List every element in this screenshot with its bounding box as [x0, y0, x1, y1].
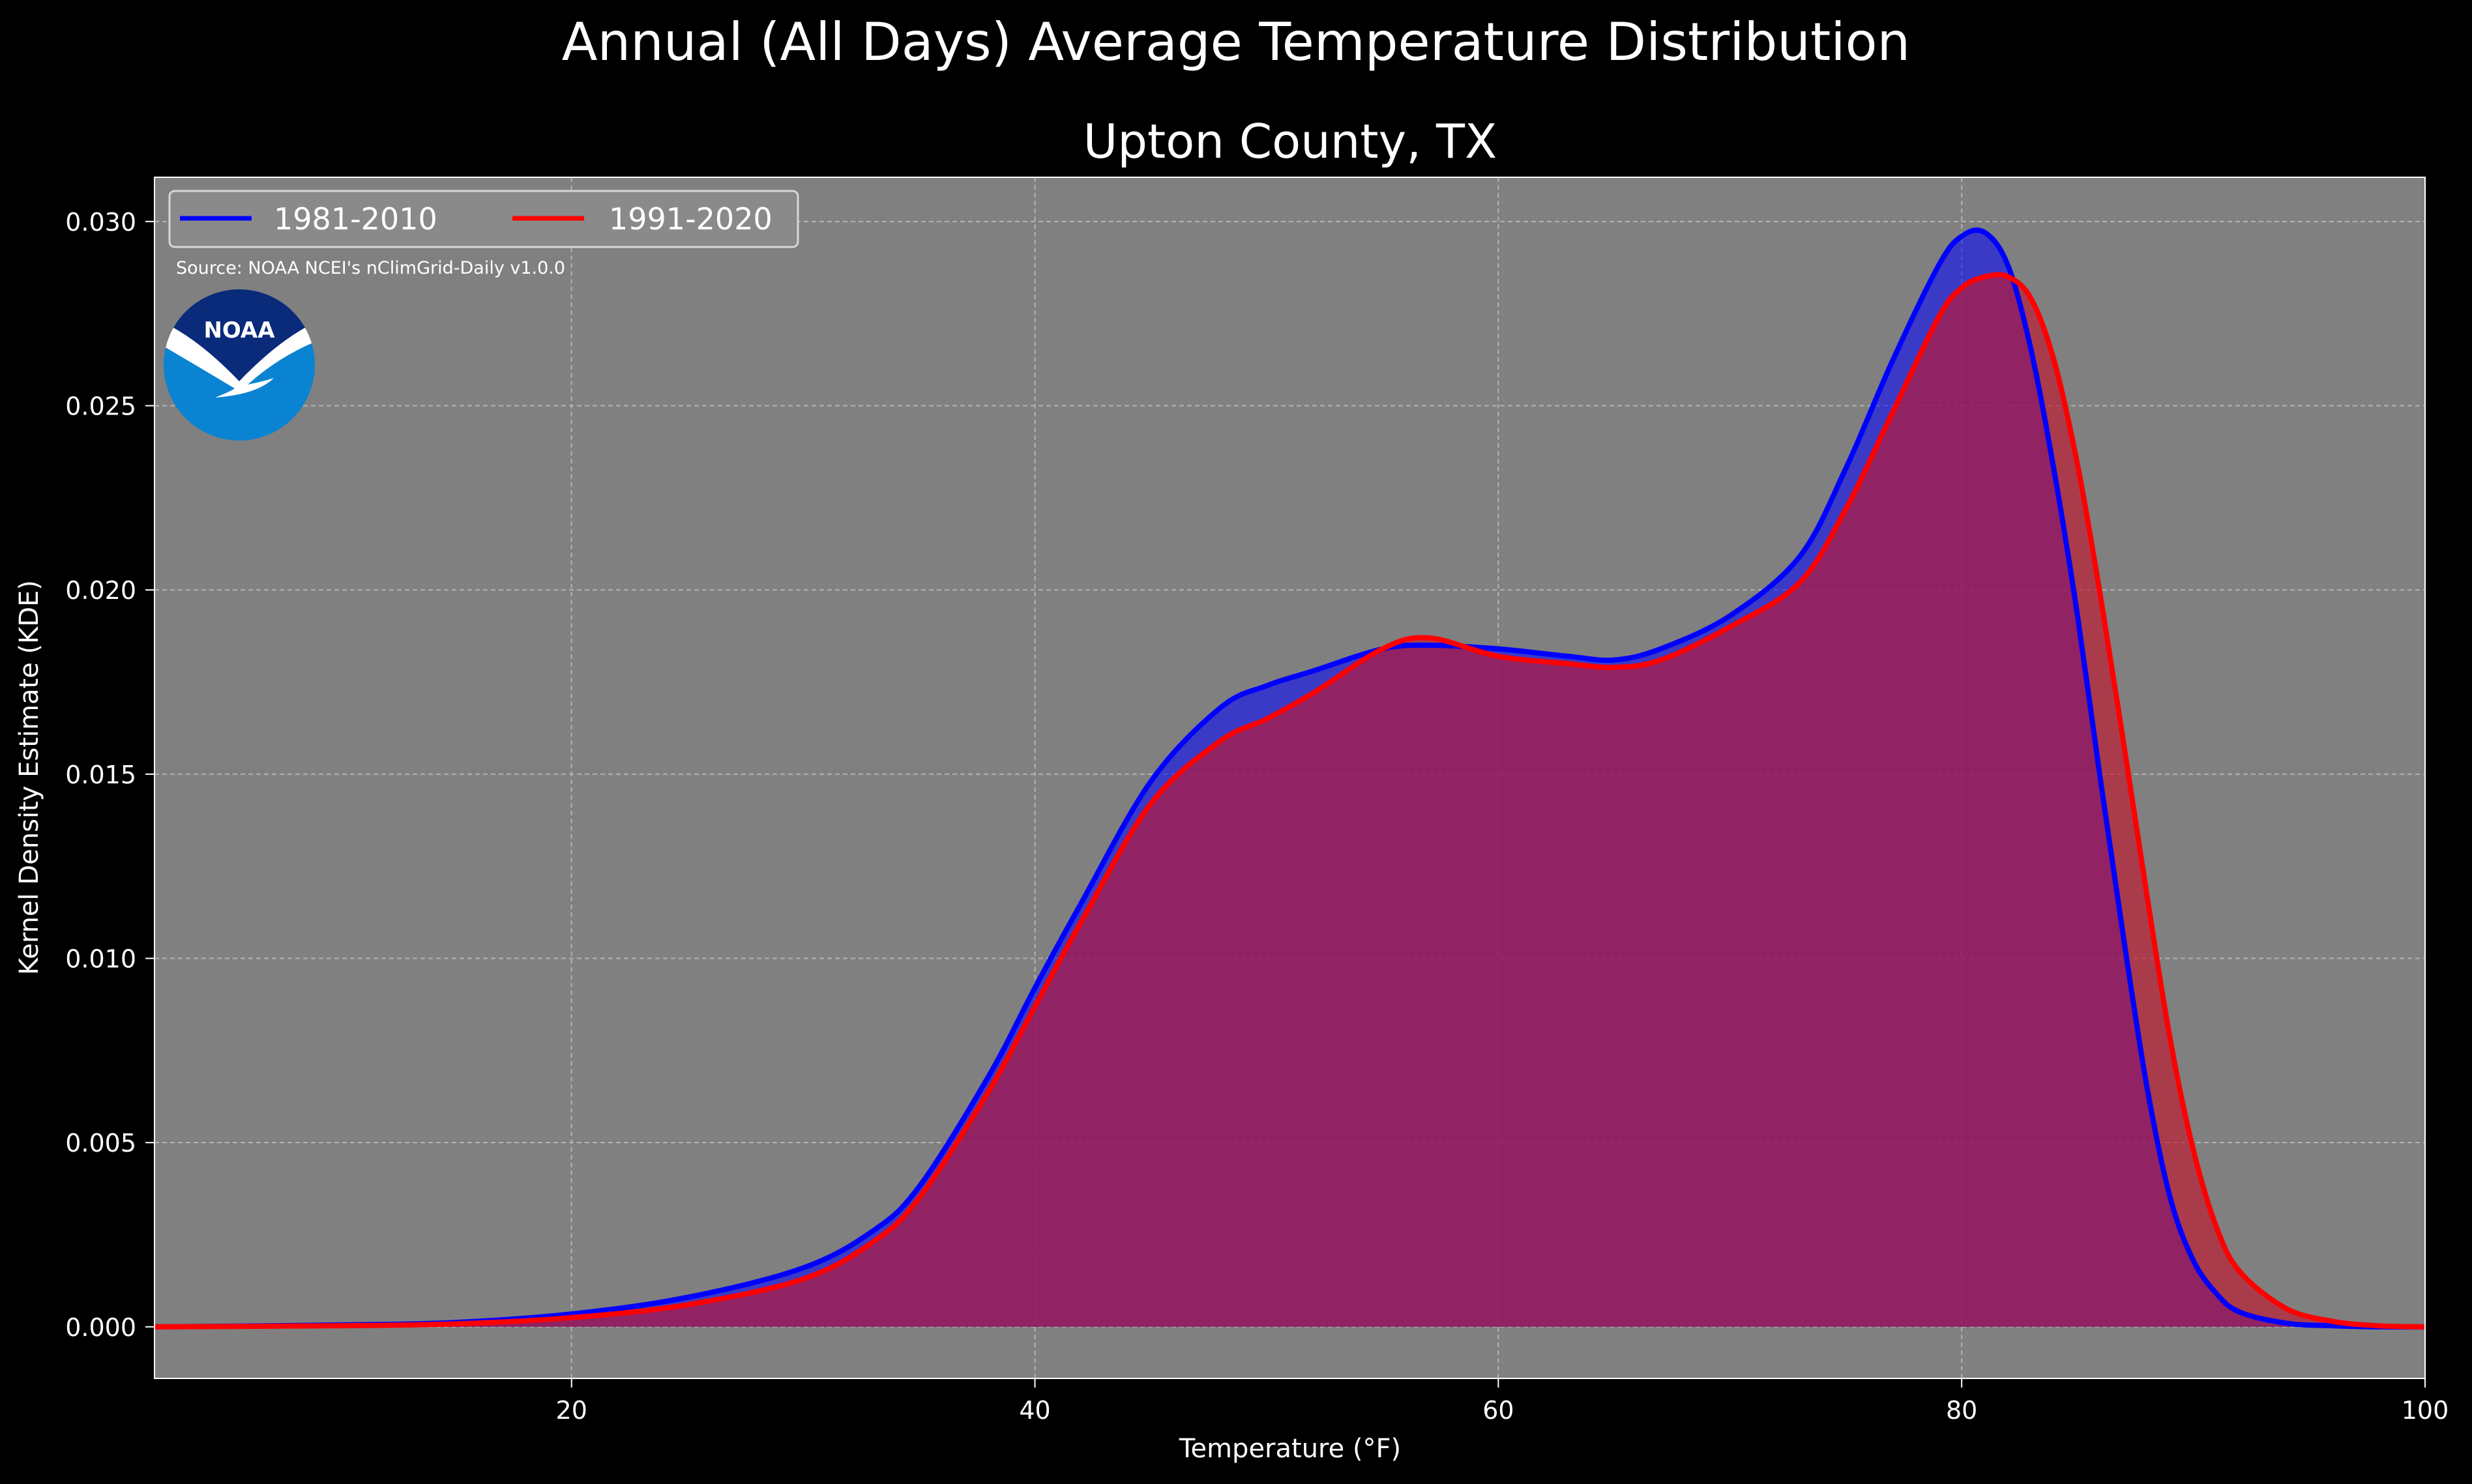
- data-point-1981-2010-60: [1498, 648, 1499, 649]
- y-tick-label-3: 0.015: [65, 761, 136, 789]
- source-annotation: Source: NOAA NCEI's nClimGrid-Daily v1.0…: [176, 258, 565, 278]
- chart-title: Upton County, TX: [1083, 114, 1497, 169]
- series-line-path-1981-2010: [154, 227, 2426, 1330]
- x-axis-label: Temperature (°F): [1179, 1434, 1401, 1464]
- data-point-1991-2020-55: [1382, 648, 1383, 649]
- data-point-1991-2020-91: [2216, 1227, 2217, 1228]
- data-point-1991-2020-86: [2100, 597, 2101, 598]
- series-line-1991-2020: [154, 272, 2426, 1330]
- data-point-1981-2010-86: [2100, 781, 2101, 782]
- data-point-1981-2010-85: [2077, 615, 2078, 616]
- series-fills: [154, 230, 2425, 1327]
- data-point-1981-2010-38: [988, 1076, 989, 1077]
- data-point-1981-2010-92: [2239, 1312, 2240, 1313]
- noaa-logo-bird: [164, 319, 315, 398]
- x-tick-label-1: 40: [1019, 1396, 1050, 1425]
- legend: 1981-2010 1991-2020: [168, 190, 799, 248]
- data-point-1981-2010-90: [2193, 1260, 2194, 1261]
- y-tick-label-6: 0.030: [65, 208, 136, 237]
- plot-frame: [154, 177, 2426, 1379]
- legend-label-1981-2010: 1981-2010: [274, 201, 437, 237]
- data-point-1981-2010-81: [1984, 232, 1985, 233]
- series-line-1981-2010: [154, 227, 2426, 1330]
- data-point-1981-2010-57: [1428, 645, 1429, 646]
- data-point-1991-2020-89: [2170, 1039, 2171, 1040]
- series-fill-1991-2020: [154, 274, 2425, 1327]
- noaa-logo-top: [164, 289, 315, 385]
- data-point-1991-2020-57: [1428, 637, 1429, 638]
- y-axis-label: Kernel Density Estimate (KDE): [14, 580, 44, 975]
- data-point-1981-2010-89: [2170, 1198, 2171, 1199]
- data-point-1991-2020-38: [988, 1091, 989, 1092]
- series-lines: [154, 227, 2426, 1330]
- x-tick-label-3: 80: [1946, 1396, 1977, 1425]
- y-tick-label-5: 0.025: [65, 392, 136, 421]
- data-point-1981-2010-33: [872, 1230, 873, 1231]
- data-point-1991-2020-81: [1984, 276, 1985, 277]
- x-tick-label-4: 100: [2402, 1396, 2449, 1425]
- y-axis-ticks: 0.000 0.005 0.010 0.015 0.020 0.025 0.030: [65, 208, 154, 1342]
- x-tick-label-2: 60: [1482, 1396, 1514, 1425]
- data-point-1991-2020-87: [2124, 744, 2125, 745]
- legend-label-1991-2020: 1991-2020: [609, 201, 772, 237]
- data-point-1991-2020-25: [687, 1304, 688, 1305]
- noaa-logo-text: NOAA: [203, 317, 275, 343]
- y-tick-label-4: 0.020: [65, 576, 136, 605]
- data-point-1981-2010-20: [571, 1314, 572, 1315]
- legend-box: [168, 190, 799, 248]
- data-point-1991-2020-73: [1799, 582, 1800, 583]
- noaa-logo: NOAA: [164, 289, 315, 441]
- series-line-path-1991-2020: [154, 272, 2426, 1330]
- data-point-1981-2010-84: [2054, 472, 2055, 473]
- data-point-1991-2020-20: [571, 1317, 572, 1318]
- data-point-1991-2020-84: [2054, 361, 2055, 362]
- y-tick-label-2: 0.010: [65, 945, 136, 974]
- data-point-1981-2010-79: [1938, 265, 1939, 266]
- data-point-1981-2010-70: [1729, 615, 1730, 616]
- y-tick-label-0: 0.000: [65, 1313, 136, 1342]
- data-point-1981-2010-25: [687, 1297, 688, 1298]
- data-point-1981-2010-67: [1660, 648, 1661, 649]
- chart-suptitle: Annual (All Days) Average Temperature Di…: [562, 12, 1910, 72]
- y-tick-label-1: 0.005: [65, 1129, 136, 1157]
- data-point-1991-2020-70: [1729, 626, 1730, 627]
- x-tick-label-0: 20: [556, 1396, 587, 1425]
- x-axis-ticks: 20 40 60 80 100: [556, 1378, 2449, 1425]
